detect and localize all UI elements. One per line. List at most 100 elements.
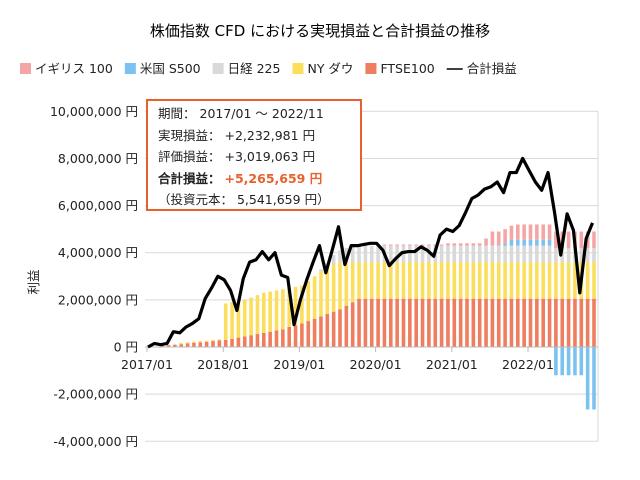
bar-segment [420, 244, 425, 246]
bar-segment [560, 347, 565, 376]
bar-segment [255, 295, 260, 335]
chart-title: 株価指数 CFD における実現損益と合計損益の推移 [150, 22, 490, 40]
legend-label: 合計損益 [467, 61, 517, 76]
bar-segment [535, 239, 539, 246]
bar-segment [420, 298, 425, 347]
bar-segment [338, 262, 342, 310]
bar-segment [331, 311, 336, 347]
bar-segment [401, 262, 406, 299]
unrealized-value: +3,019,063 円 [224, 149, 316, 164]
bar-segment [528, 262, 533, 299]
bar-segment [312, 318, 317, 347]
bar-segment [198, 342, 203, 347]
x-axis-ticks: 2017/01 2018/01 2019/01 2020/01 2021/01 2022/… [121, 347, 554, 372]
bar-segment [585, 262, 590, 299]
bar-segment [223, 303, 228, 340]
bar-segment [484, 298, 488, 347]
bar-segment [262, 292, 266, 333]
legend: イギリス 100 米国 S500 日経 225 NY ダウ FTSE100 合計損益 [20, 61, 517, 76]
bar-segment [446, 262, 450, 299]
bar-segment [592, 347, 596, 410]
bar-segment [268, 331, 272, 347]
bar-segment [344, 305, 349, 347]
bar-segment [465, 245, 469, 263]
bar-segment [471, 243, 476, 246]
bar-segment [528, 239, 533, 246]
legend-label: FTSE100 [380, 61, 434, 76]
bar-segment [211, 341, 215, 347]
bar-segment [331, 255, 336, 265]
bar-segment [382, 298, 387, 347]
bar-segment [338, 250, 342, 263]
bar-segment [566, 298, 571, 347]
summary-box: 期間： 2017/01 ～ 2022/11 実現損益： +2,232,981 円… [146, 99, 362, 211]
bar-segment [350, 262, 355, 303]
bar-segment [535, 224, 539, 240]
legend-swatch [365, 63, 377, 74]
realized-row: 実現損益： +2,232,981 円 [158, 125, 360, 147]
bar-segment [528, 298, 533, 347]
bar-segment [509, 225, 514, 240]
bar-segment [452, 243, 457, 246]
bar-segment [554, 248, 558, 263]
legend-label: イギリス 100 [35, 61, 113, 76]
realized-value: +2,232,981 円 [224, 127, 316, 143]
bar-segment [452, 245, 457, 263]
bar-segment [281, 329, 285, 347]
bar-segment [554, 347, 558, 376]
bar-segment [566, 231, 571, 249]
legend-label: 日経 225 [228, 61, 281, 76]
bar-segment [547, 245, 552, 263]
bar-segment [230, 338, 234, 347]
bar-segment [236, 301, 241, 338]
unrealized-row: 評価損益： +3,019,063 円 [158, 146, 360, 168]
period-value: 2017/01 ～ 2022/11 [199, 106, 324, 121]
bar-segment [268, 291, 272, 332]
total-pnl-line [147, 156, 594, 349]
legend-swatch [20, 63, 31, 74]
bar-segment [458, 298, 463, 347]
bar-segment [566, 347, 571, 376]
bar-segment [516, 239, 520, 246]
bar-segment [217, 340, 222, 347]
bar-segment [465, 298, 469, 347]
bar-segment [503, 245, 507, 263]
bar-segment [452, 262, 457, 299]
bar-segment [503, 243, 507, 246]
bar-segment [573, 262, 577, 299]
bar-segment [414, 245, 418, 263]
bar-segment [344, 262, 349, 306]
bar-segment [408, 245, 412, 263]
x-tick-label: 2018/01 [197, 357, 249, 372]
bar-segment [306, 281, 311, 322]
bar-segment [408, 244, 412, 246]
bar-segment [439, 298, 444, 347]
bar-segment [446, 245, 450, 263]
bar-segment [414, 298, 418, 347]
bar-segment [446, 298, 450, 347]
bar-segment [242, 299, 247, 337]
bar-segment [166, 345, 171, 347]
bar-segment [541, 245, 545, 263]
total-row: 合計損益： +5,265,659 円 [158, 168, 360, 190]
bar-segment [471, 298, 476, 347]
bar-segment [484, 238, 488, 246]
bar-segment [566, 262, 571, 299]
bar-segment [566, 248, 571, 263]
bar-segment [592, 248, 596, 263]
bar-segment [452, 298, 457, 347]
bar-segment [503, 229, 507, 244]
bar-segment [433, 298, 438, 347]
bar-segment [389, 244, 393, 246]
bar-segment [477, 245, 482, 263]
bar-segment [204, 340, 209, 342]
legend-swatch [124, 63, 136, 74]
y-tick-label: 4,000,000 円 [58, 245, 138, 260]
bar-segment [325, 314, 330, 347]
x-tick-label: 2022/01 [502, 357, 554, 372]
unrealized-label: 評価損益： [158, 149, 221, 164]
y-tick-label: -2,000,000 円 [53, 387, 138, 402]
bar-segment [496, 298, 501, 347]
bar-segment [573, 347, 577, 376]
